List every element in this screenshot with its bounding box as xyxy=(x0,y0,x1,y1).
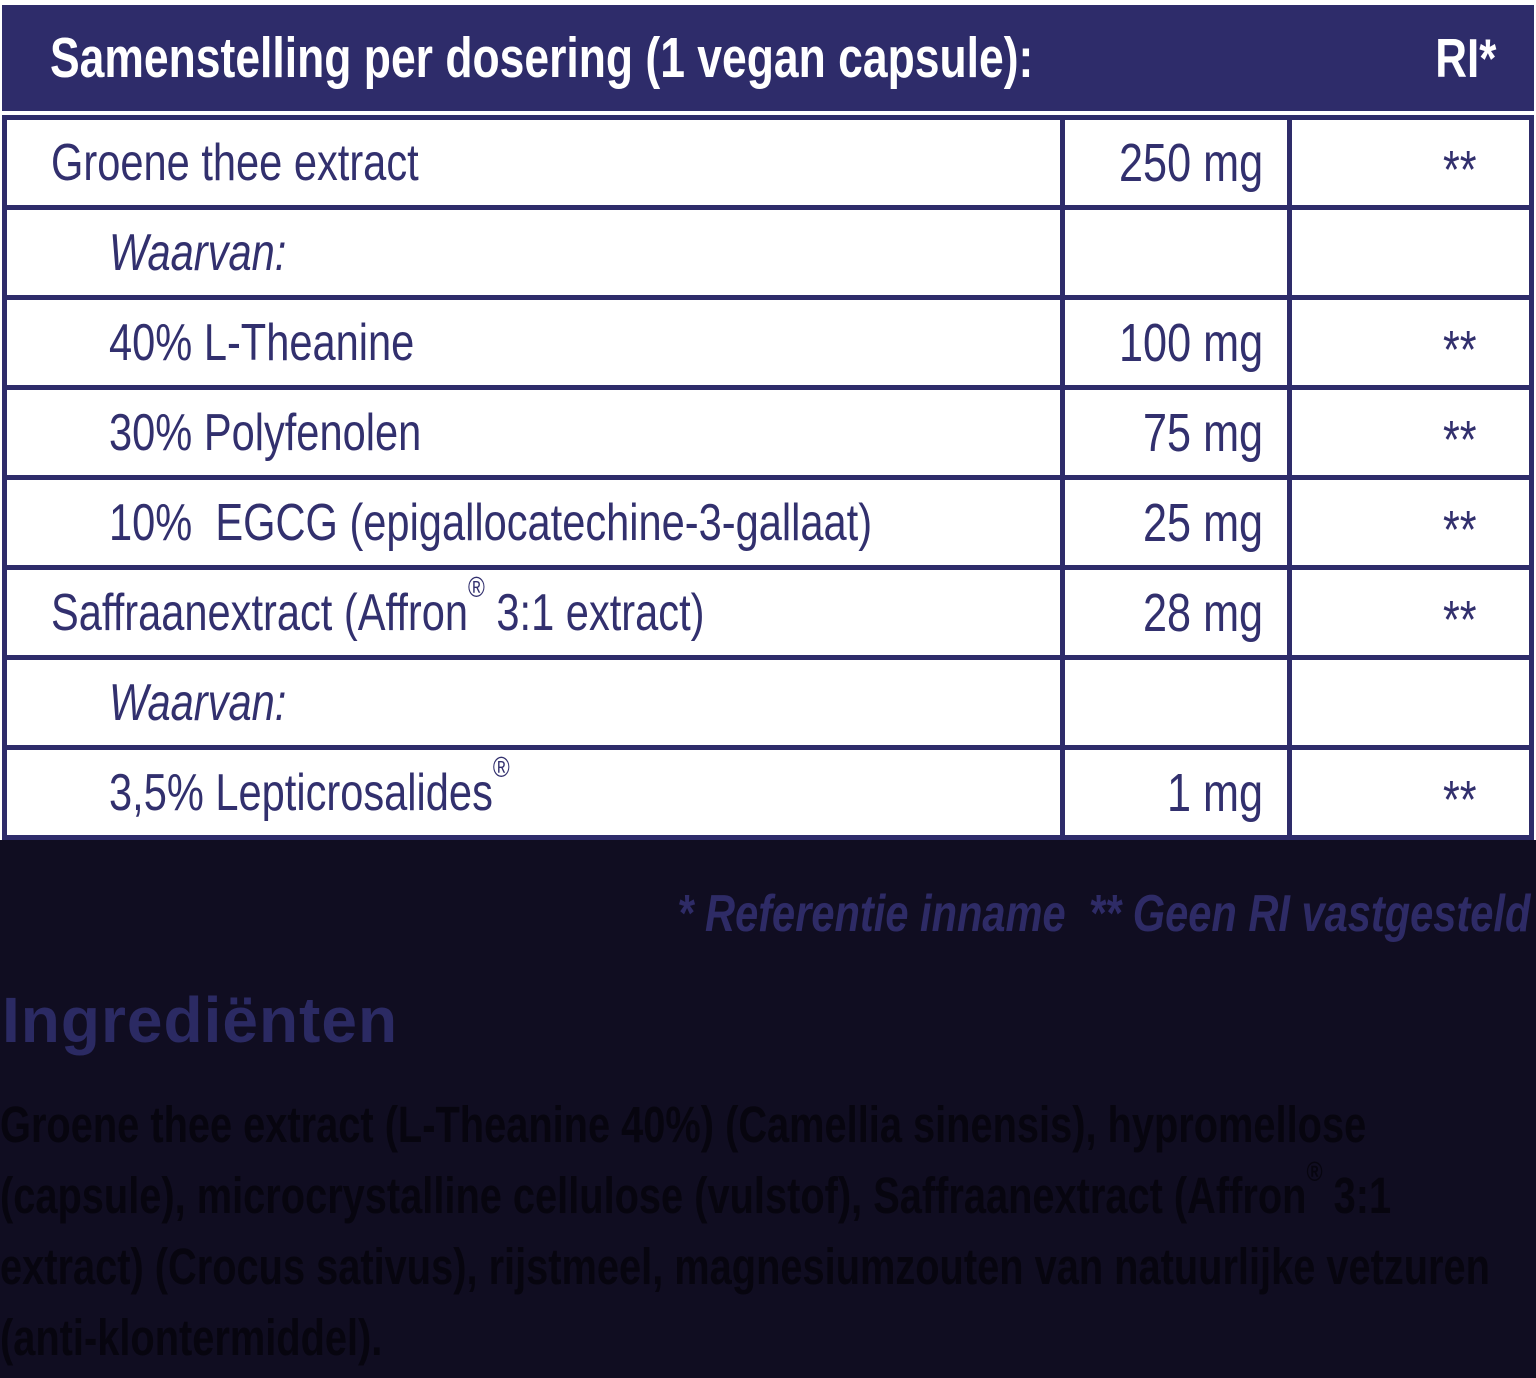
amount-cell: 1 mg xyxy=(1060,750,1287,835)
ri-cell: ** xyxy=(1287,120,1529,205)
table-row: Waarvan: xyxy=(7,210,1529,295)
ingredient-name-cell: 3,5% Lepticrosalides® xyxy=(109,751,510,822)
ingredient-name-cell: 10% EGCG (epigallocatechine-3-gallaat) xyxy=(109,493,873,552)
row-divider xyxy=(7,295,1529,300)
amount-cell: 250 mg xyxy=(1060,120,1287,205)
composition-table: Groene thee extract 250 mg ** Waarvan: 4… xyxy=(2,115,1534,840)
ingredient-name-cell: Groene thee extract xyxy=(51,133,419,192)
amount-cell: 28 mg xyxy=(1060,570,1287,655)
table-row: 30% Polyfenolen 75 mg ** xyxy=(7,390,1529,475)
ingredient-name-cell: 40% L-Theanine xyxy=(109,313,415,372)
ri-cell: ** xyxy=(1287,750,1529,835)
amount-cell: 100 mg xyxy=(1060,300,1287,385)
row-divider xyxy=(7,565,1529,570)
ingredient-name-cell: Waarvan: xyxy=(109,673,287,732)
table-title: Samenstelling per dosering (1 vegan caps… xyxy=(50,26,1034,90)
ingredient-name-cell: 30% Polyfenolen xyxy=(109,403,422,462)
row-divider xyxy=(7,655,1529,660)
table-row: Groene thee extract 250 mg ** xyxy=(7,120,1529,205)
table-row: 40% L-Theanine 100 mg ** xyxy=(7,300,1529,385)
row-divider xyxy=(7,475,1529,480)
table-header: Samenstelling per dosering (1 vegan caps… xyxy=(2,5,1534,111)
amount-cell: 75 mg xyxy=(1060,390,1287,475)
row-divider xyxy=(7,205,1529,210)
ri-cell xyxy=(1287,210,1529,295)
ri-cell: ** xyxy=(1287,390,1529,475)
amount-cell xyxy=(1060,660,1287,745)
footnotes-text: * Referentie inname ** Geen RI vastgeste… xyxy=(676,885,1530,943)
ingredient-name-cell: Saffraanextract (Affron® 3:1 extract) xyxy=(51,571,705,642)
table-row: Saffraanextract (Affron® 3:1 extract) 28… xyxy=(7,570,1529,655)
table-row: 3,5% Lepticrosalides® 1 mg ** xyxy=(7,750,1529,835)
table-row: 10% EGCG (epigallocatechine-3-gallaat) 2… xyxy=(7,480,1529,565)
amount-cell xyxy=(1060,210,1287,295)
bottom-section: * Referentie inname ** Geen RI vastgeste… xyxy=(0,840,1536,1378)
ingredients-paragraph: Groene thee extract (L-Theanine 40%) (Ca… xyxy=(0,1096,1490,1367)
row-divider xyxy=(7,385,1529,390)
ingredient-name-cell: Waarvan: xyxy=(109,223,287,282)
ri-header-label: RI* xyxy=(1434,27,1496,89)
ri-cell: ** xyxy=(1287,480,1529,565)
ri-cell: ** xyxy=(1287,300,1529,385)
row-divider xyxy=(7,745,1529,750)
ri-cell: ** xyxy=(1287,570,1529,655)
table-row: Waarvan: xyxy=(7,660,1529,745)
ingredients-heading: Ingrediënten xyxy=(2,984,399,1057)
ri-cell xyxy=(1287,660,1529,745)
amount-cell: 25 mg xyxy=(1060,480,1287,565)
